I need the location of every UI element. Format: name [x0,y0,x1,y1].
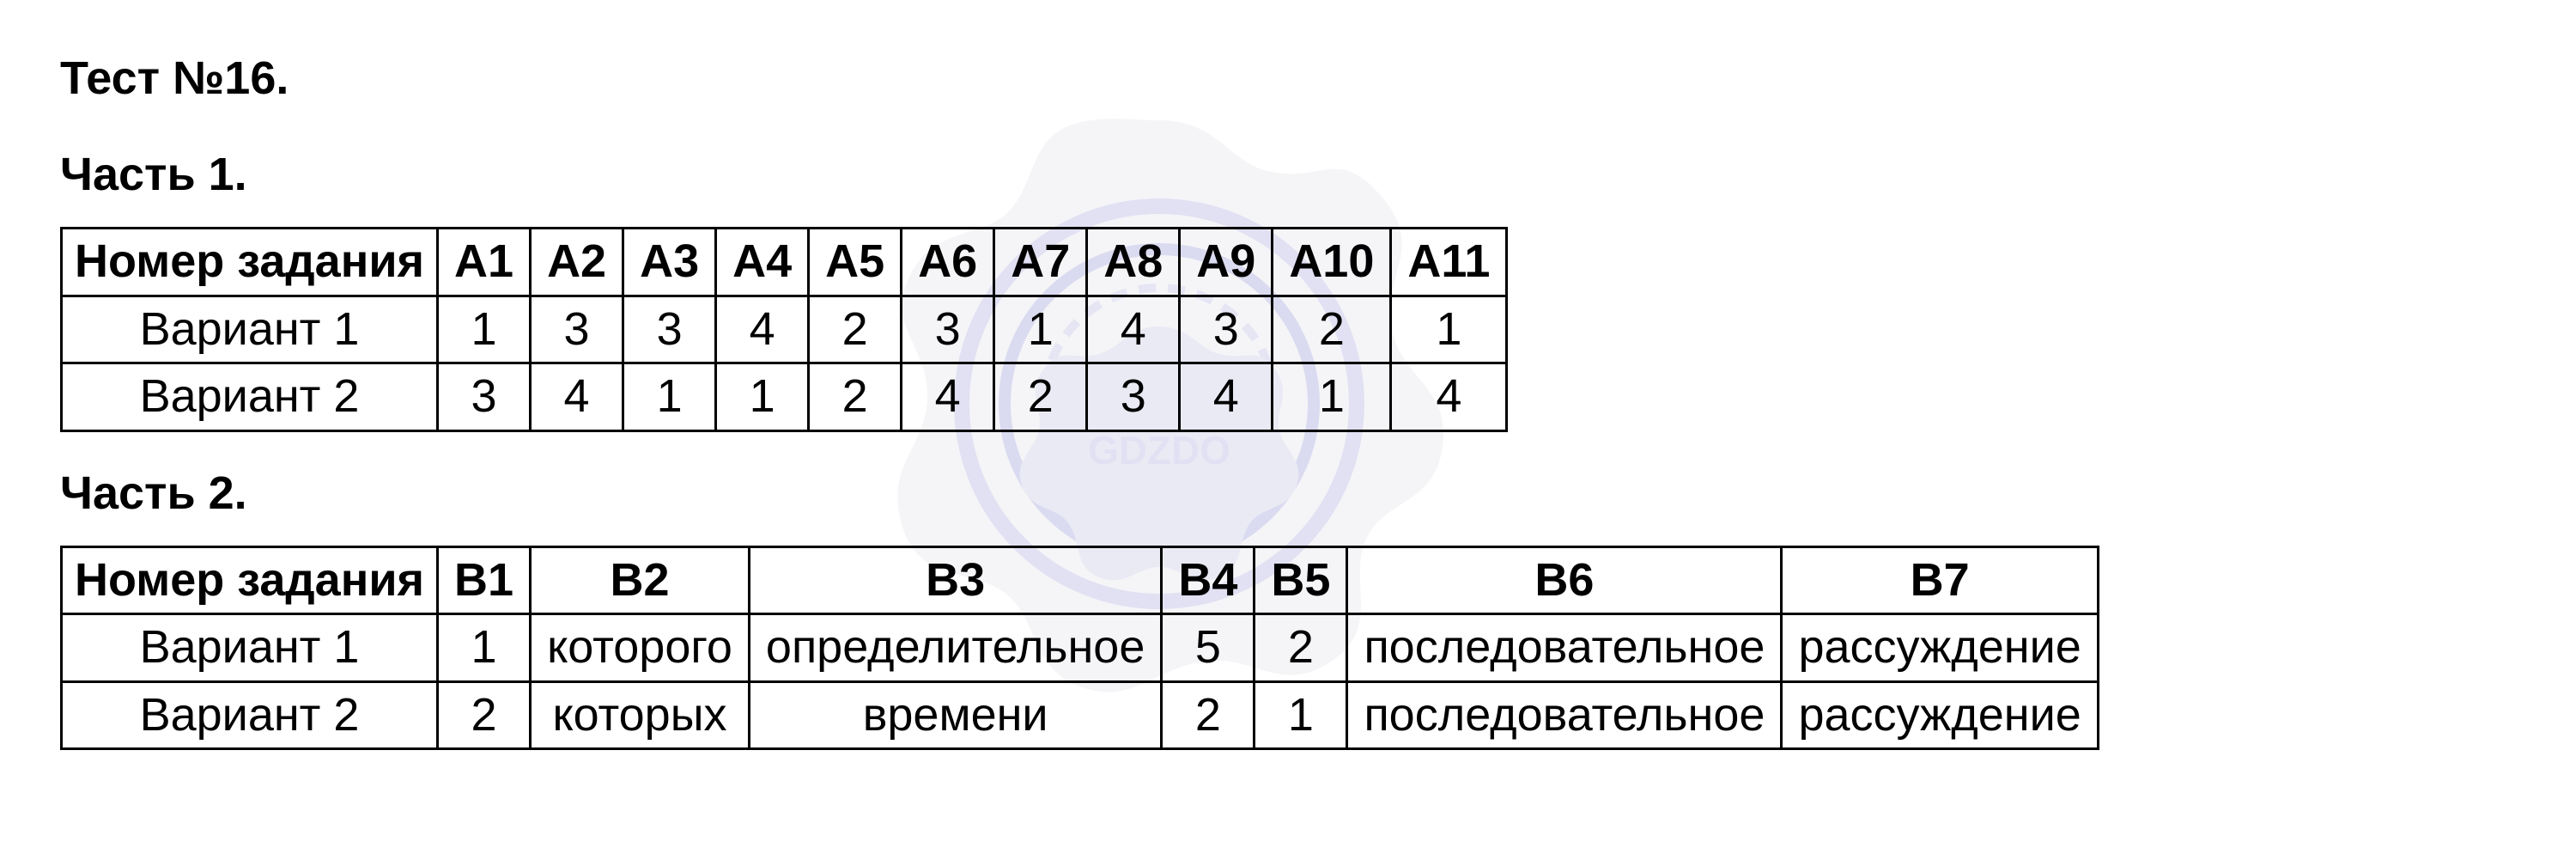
cell: 1 [438,296,531,363]
cell: времени [749,681,1161,749]
col-head: А10 [1273,229,1391,296]
col-head: А8 [1087,229,1180,296]
table-header-row: Номер задания В1 В2 В3 В4 В5 В6 В7 [62,546,2099,614]
cell: 4 [1180,363,1273,431]
table-header-row: Номер задания А1 А2 А3 А4 А5 А6 А7 А8 А9… [62,229,1507,296]
cell: рассуждение [1782,681,2098,749]
page-title: Тест №16. [60,52,2516,105]
col-head: В7 [1782,546,2098,614]
row-label: Вариант 2 [62,681,438,749]
col-head: А11 [1391,229,1507,296]
cell: 3 [531,296,623,363]
cell: 4 [716,296,809,363]
cell: 4 [531,363,623,431]
col-head: А9 [1180,229,1273,296]
cell: 3 [902,296,994,363]
cell: определительное [749,614,1161,682]
cell: 1 [716,363,809,431]
table-row: Вариант 2 3 4 1 1 2 4 2 3 4 1 4 [62,363,1507,431]
cell: 4 [902,363,994,431]
cell: 2 [809,363,902,431]
cell: 5 [1162,614,1255,682]
cell: 1 [438,614,531,682]
col-head: А4 [716,229,809,296]
row-header-label: Номер задания [62,229,438,296]
table-row: Вариант 1 1 3 3 4 2 3 1 4 3 2 1 [62,296,1507,363]
col-head: А3 [623,229,716,296]
cell: 2 [1255,614,1347,682]
col-head: А7 [994,229,1087,296]
part1-heading: Часть 1. [60,148,2516,201]
row-header-label: Номер задания [62,546,438,614]
table-row: Вариант 2 2 которых времени 2 1 последов… [62,681,2099,749]
cell: 3 [438,363,531,431]
cell: 1 [1391,296,1507,363]
col-head: А2 [531,229,623,296]
page-content: Тест №16. Часть 1. Номер задания А1 А2 А… [0,0,2576,784]
cell: 2 [1273,296,1391,363]
row-label: Вариант 1 [62,296,438,363]
cell: последовательное [1347,681,1782,749]
cell: 1 [623,363,716,431]
cell: 2 [438,681,531,749]
cell: 1 [1273,363,1391,431]
cell: 3 [1087,363,1180,431]
col-head: В5 [1255,546,1347,614]
cell: 2 [994,363,1087,431]
col-head: В2 [531,546,750,614]
cell: 2 [809,296,902,363]
col-head: В4 [1162,546,1255,614]
col-head: В3 [749,546,1161,614]
cell: 1 [1255,681,1347,749]
col-head: В1 [438,546,531,614]
row-label: Вариант 1 [62,614,438,682]
table-row: Вариант 1 1 которого определительное 5 2… [62,614,2099,682]
col-head: А6 [902,229,994,296]
part2-heading: Часть 2. [60,467,2516,520]
col-head: В6 [1347,546,1782,614]
cell: которых [531,681,750,749]
cell: 3 [623,296,716,363]
part2-table: Номер задания В1 В2 В3 В4 В5 В6 В7 Вариа… [60,546,2099,751]
col-head: А1 [438,229,531,296]
cell: 4 [1391,363,1507,431]
cell: рассуждение [1782,614,2098,682]
cell: 2 [1162,681,1255,749]
cell: 1 [994,296,1087,363]
row-label: Вариант 2 [62,363,438,431]
part1-table: Номер задания А1 А2 А3 А4 А5 А6 А7 А8 А9… [60,227,1508,432]
cell: которого [531,614,750,682]
cell: последовательное [1347,614,1782,682]
cell: 3 [1180,296,1273,363]
cell: 4 [1087,296,1180,363]
col-head: А5 [809,229,902,296]
